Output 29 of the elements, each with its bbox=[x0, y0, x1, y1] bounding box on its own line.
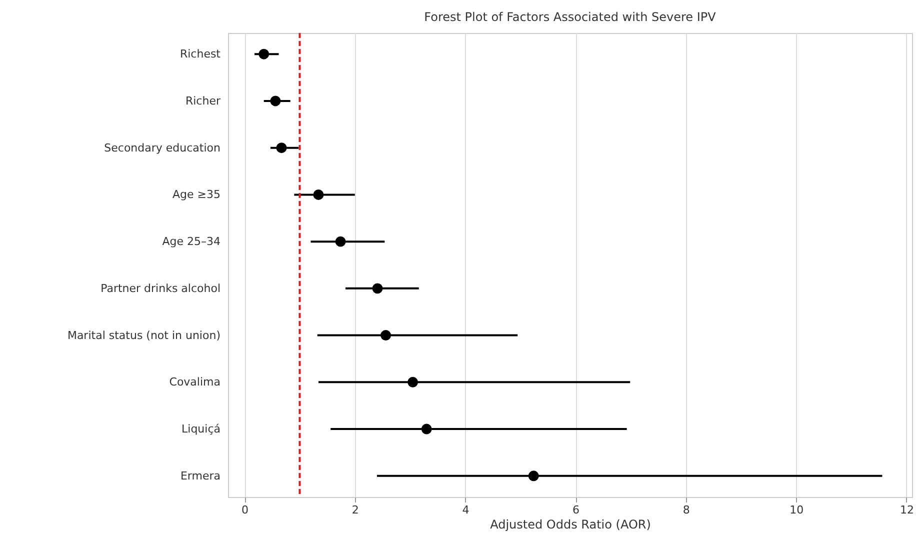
point bbox=[528, 470, 539, 482]
point bbox=[372, 283, 383, 294]
x-tick-label: 4 bbox=[462, 504, 470, 516]
x-tick-label: 6 bbox=[572, 504, 580, 516]
y-tick-label: Marital status (not in union) bbox=[67, 328, 220, 342]
x-axis-title: Adjusted Odds Ratio (AOR) bbox=[490, 518, 651, 532]
chart-title: Forest Plot of Factors Associated with Severe IPV bbox=[424, 10, 717, 24]
y-tick-label: Partner drinks alcohol bbox=[100, 282, 220, 295]
y-tick-label: Secondary education bbox=[104, 141, 221, 154]
y-tick-label: Ermera bbox=[180, 469, 220, 482]
point bbox=[408, 376, 418, 388]
point bbox=[270, 96, 281, 106]
point bbox=[380, 330, 392, 341]
y-tick-label: Liquiçá bbox=[182, 422, 220, 436]
x-tick-label: 10 bbox=[790, 504, 804, 516]
x-tick-label: 8 bbox=[682, 504, 690, 516]
point bbox=[258, 48, 270, 60]
y-tick-label: Age 25–34 bbox=[162, 235, 220, 248]
y-tick-label: Covalima bbox=[169, 376, 220, 389]
point bbox=[421, 424, 432, 434]
y-tick-label: Richest bbox=[180, 48, 222, 61]
x-tick-label: 12 bbox=[900, 504, 914, 516]
point bbox=[335, 236, 346, 247]
point bbox=[276, 142, 287, 154]
x-tick-label: 0 bbox=[242, 504, 249, 516]
y-tick-label: Richer bbox=[185, 94, 221, 108]
point bbox=[313, 189, 324, 200]
x-tick-label: 2 bbox=[352, 504, 359, 516]
y-tick-label: Age ≥35 bbox=[172, 188, 220, 202]
